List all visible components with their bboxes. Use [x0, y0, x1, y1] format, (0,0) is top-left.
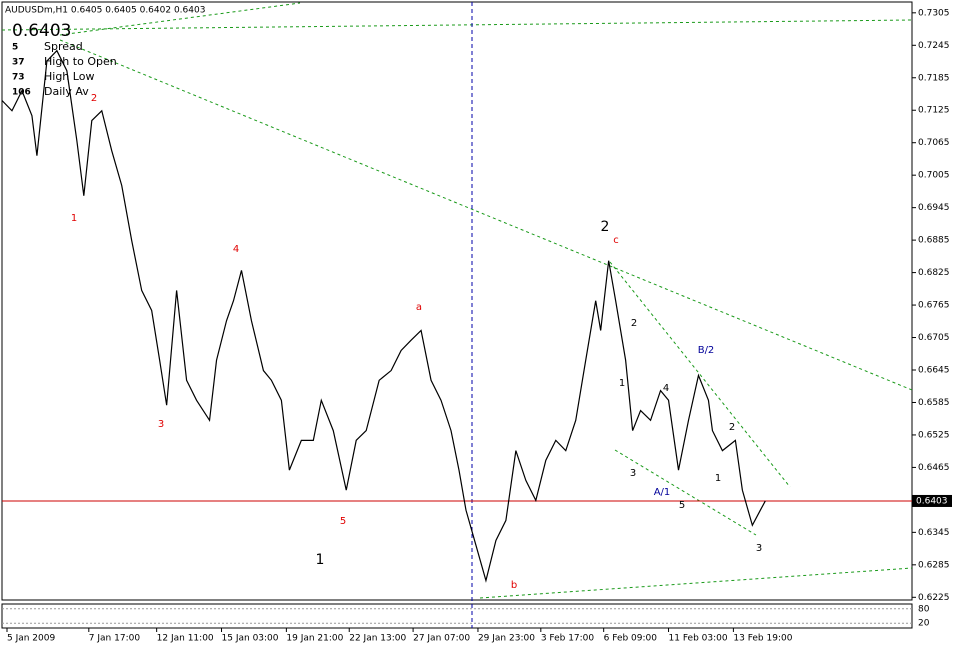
- x-tick-label: 19 Jan 21:00: [286, 634, 343, 644]
- wave-label: 3: [158, 419, 164, 430]
- info-value: 5: [12, 43, 18, 53]
- osc-tick-label: 80: [918, 604, 930, 614]
- wave-label: a: [416, 302, 422, 313]
- x-tick-label: 7 Jan 17:00: [89, 634, 141, 644]
- info-value: 37: [12, 58, 25, 68]
- info-label: High to Open: [44, 55, 117, 68]
- wave-label: B/2: [698, 345, 715, 356]
- wave-label: 1: [71, 213, 77, 224]
- y-tick-label: 0.6765: [918, 301, 950, 311]
- wave-label: 2: [91, 93, 97, 104]
- x-tick-label: 5 Jan 2009: [7, 634, 55, 644]
- plot-frame: [1, 1, 913, 601]
- wave-label: c: [613, 235, 619, 246]
- trend-line: [609, 261, 791, 488]
- info-label: High Low: [44, 70, 94, 83]
- x-tick-label: 22 Jan 13:00: [349, 634, 406, 644]
- chart-title: AUDUSDm,H1 0.6405 0.6405 0.6402 0.6403: [5, 6, 205, 16]
- wave-label: A/1: [654, 487, 671, 498]
- y-tick-label: 0.6345: [918, 528, 950, 538]
- wave-label: 4: [663, 383, 669, 394]
- wave-label: 3: [756, 543, 762, 554]
- x-tick-label: 29 Jan 23:00: [478, 634, 535, 644]
- wave-label: 3: [630, 468, 636, 479]
- y-tick-label: 0.7125: [918, 106, 950, 116]
- y-tick-label: 0.7305: [918, 8, 950, 18]
- y-tick-label: 0.6825: [918, 268, 950, 278]
- y-tick-label: 0.6285: [918, 560, 950, 570]
- y-tick-label: 0.6465: [918, 463, 950, 473]
- x-tick-label: 11 Feb 03:00: [669, 634, 728, 644]
- x-tick-label: 3 Feb 17:00: [541, 634, 595, 644]
- oscillator-frame: [1, 603, 913, 629]
- trend-line: [479, 567, 913, 599]
- wave-label: 1: [316, 552, 325, 568]
- wave-label: 1: [715, 473, 721, 484]
- y-tick-label: 0.6525: [918, 430, 950, 440]
- x-tick-label: 13 Feb 19:00: [733, 634, 792, 644]
- osc-tick-label: 20: [918, 619, 930, 629]
- y-tick-label: 0.6705: [918, 333, 950, 343]
- y-tick-label: 0.6885: [918, 236, 950, 246]
- last-price: 0.6403: [12, 21, 71, 41]
- x-tick-label: 27 Jan 07:00: [413, 634, 470, 644]
- y-tick-label: 0.6645: [918, 366, 950, 376]
- y-tick-label: 0.7065: [918, 138, 950, 148]
- x-tick-label: 15 Jan 03:00: [222, 634, 279, 644]
- current-price-label: 0.6403: [916, 496, 948, 506]
- trend-line: [1, 19, 913, 31]
- trend-lines: [1, 2, 913, 599]
- x-tick-label: 6 Feb 09:00: [604, 634, 658, 644]
- info-value: 73: [12, 73, 25, 83]
- wave-label: 2: [601, 219, 610, 235]
- y-tick-label: 0.6225: [918, 593, 950, 603]
- info-label: Spread: [44, 40, 83, 53]
- y-tick-label: 0.7005: [918, 171, 950, 181]
- y-tick-label: 0.7185: [918, 73, 950, 83]
- y-tick-label: 0.6945: [918, 203, 950, 213]
- wave-label: 2: [729, 422, 735, 433]
- wave-label: 5: [679, 500, 685, 511]
- current-price-box: [912, 494, 952, 507]
- x-tick-label: 12 Jan 11:00: [157, 634, 214, 644]
- wave-label: 5: [340, 516, 346, 527]
- wave-label: 4: [233, 244, 239, 255]
- price-line: [1, 49, 766, 583]
- info-label: Daily Av: [44, 85, 89, 98]
- y-tick-label: 0.6585: [918, 398, 950, 408]
- y-tick-label: 0.7245: [918, 41, 950, 51]
- wave-label: 1: [619, 378, 625, 389]
- wave-label: 2: [631, 318, 637, 329]
- wave-label: b: [511, 580, 517, 591]
- trend-line: [59, 2, 301, 36]
